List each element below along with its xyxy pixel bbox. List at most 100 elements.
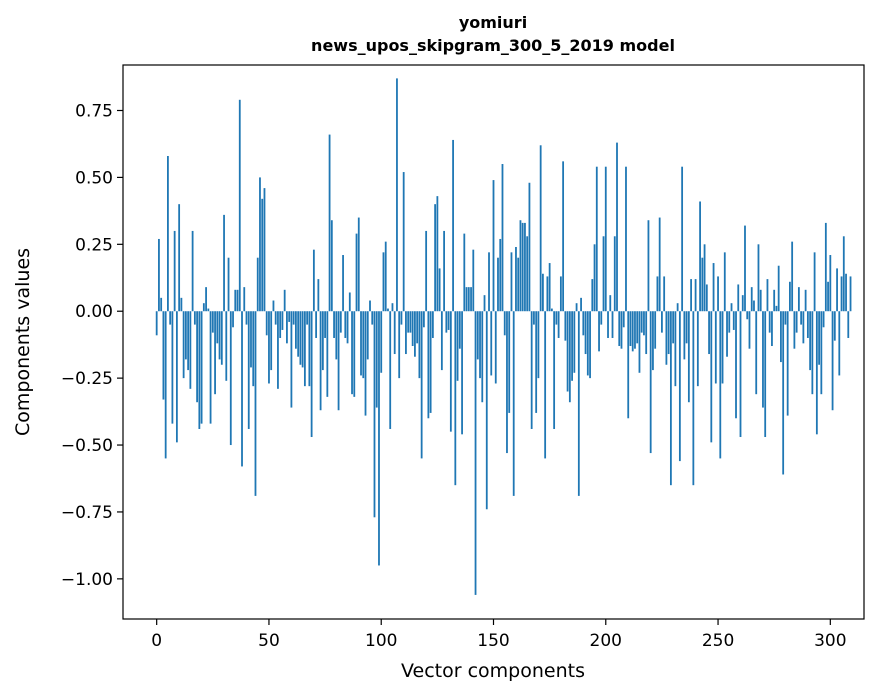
bar-component-144 [479, 311, 481, 379]
bar-component-15 [189, 311, 192, 389]
bar-component-258 [735, 311, 737, 419]
bar-component-298 [824, 222, 827, 312]
bar-component-215 [638, 311, 641, 373]
bar-component-108 [398, 311, 401, 379]
bar-component-90 [357, 217, 360, 312]
bar-component-101 [382, 252, 385, 312]
bar-component-94 [366, 311, 369, 360]
bar-component-127 [440, 311, 443, 371]
bar-component-83 [342, 255, 344, 312]
bar-component-228 [667, 311, 670, 355]
bar-component-307 [845, 273, 847, 312]
bar-component-133 [454, 311, 457, 486]
bar-component-111 [405, 311, 407, 355]
bar-component-176 [550, 308, 553, 312]
bar-component-190 [582, 311, 585, 336]
bar-component-158 [510, 252, 513, 312]
x-axis: 0 50 100 150 200 250 300 [151, 619, 847, 651]
bar-component-87 [351, 311, 353, 395]
bar-component-130 [447, 311, 450, 330]
bar-component-159 [512, 311, 515, 496]
bar-component-105 [391, 303, 394, 312]
bar-component-279 [782, 311, 785, 475]
bar-component-11 [180, 297, 183, 312]
bar-component-120 [425, 230, 428, 312]
bar-component-247 [710, 311, 713, 443]
bar-component-189 [580, 297, 582, 312]
bar-component-164 [524, 222, 526, 312]
bar-component-234 [681, 166, 684, 312]
bar-component-12 [182, 311, 185, 379]
bar-component-31 [225, 311, 228, 381]
bar-component-16 [191, 230, 194, 312]
bar-component-211 [629, 311, 632, 347]
bar-component-98 [375, 311, 378, 408]
bar-component-124 [434, 204, 437, 312]
bar-component-303 [836, 268, 838, 312]
bar-component-299 [827, 281, 829, 312]
bar-component-239 [692, 311, 695, 486]
bar-component-264 [748, 311, 751, 349]
bar-component-104 [389, 311, 392, 429]
bar-component-207 [620, 311, 623, 349]
bar-component-51 [270, 311, 273, 371]
bar-component-66 [303, 311, 306, 387]
chart-subtitle: news_upos_skipgram_300_5_2019 model [311, 36, 675, 55]
bar-component-25 [211, 311, 214, 333]
bar-component-28 [218, 311, 221, 360]
bar-component-291 [809, 311, 812, 371]
bar-component-219 [647, 220, 650, 312]
bar-component-265 [750, 287, 753, 312]
bar-component-88 [353, 311, 356, 397]
bar-component-253 [723, 252, 726, 312]
bar-component-216 [640, 311, 643, 333]
bar-component-38 [241, 311, 243, 467]
bar-component-208 [622, 311, 625, 328]
bar-component-33 [229, 311, 232, 446]
bar-component-18 [196, 311, 198, 403]
bar-component-10 [178, 204, 181, 312]
bar-component-168 [533, 311, 535, 325]
bar-component-255 [728, 311, 731, 333]
bar-component-184 [568, 311, 571, 403]
bar-component-106 [393, 311, 396, 355]
bar-component-32 [227, 257, 230, 312]
bar-component-286 [797, 287, 800, 312]
bar-component-23 [207, 308, 210, 312]
bar-component-221 [652, 311, 654, 371]
bar-component-256 [730, 303, 733, 312]
bar-component-63 [297, 311, 300, 357]
bar-component-285 [795, 311, 798, 333]
bar-component-21 [202, 303, 205, 312]
bar-component-195 [593, 244, 596, 312]
bar-component-193 [589, 311, 591, 379]
bar-component-241 [696, 311, 699, 387]
bar-component-231 [674, 311, 677, 387]
bar-component-282 [789, 281, 791, 312]
bar-component-67 [306, 311, 309, 325]
bar-component-186 [573, 311, 576, 373]
bar-component-22 [205, 287, 207, 312]
bar-component-188 [577, 311, 580, 496]
bar-component-271 [764, 311, 767, 438]
bar-component-49 [265, 311, 268, 336]
bar-component-280 [784, 311, 787, 325]
bar-component-222 [654, 311, 657, 349]
bar-component-230 [672, 311, 675, 344]
bar-component-112 [407, 311, 410, 333]
bar-component-261 [741, 295, 744, 312]
bar-component-138 [465, 287, 468, 312]
bar-component-259 [737, 284, 740, 312]
bar-component-223 [656, 276, 659, 312]
bar-component-60 [290, 311, 293, 408]
bar-component-182 [564, 311, 567, 341]
x-tick-label: 300 [814, 631, 846, 651]
bar-component-100 [380, 311, 383, 373]
bar-component-46 [259, 177, 261, 312]
bar-component-129 [445, 311, 448, 333]
bar-component-13 [184, 311, 187, 360]
bar-component-70 [312, 249, 315, 312]
bar-component-2 [160, 297, 163, 312]
bar-component-284 [793, 311, 796, 349]
